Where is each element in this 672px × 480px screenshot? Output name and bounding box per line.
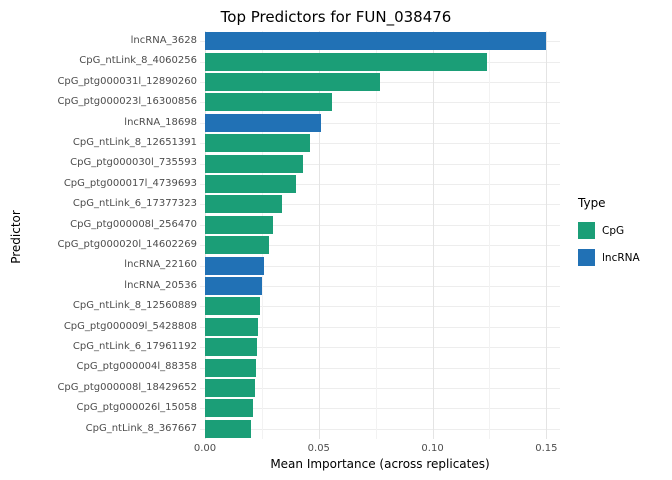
bar-cpg <box>205 379 256 397</box>
gridline-horizontal <box>200 326 560 328</box>
gridline-horizontal <box>200 428 560 430</box>
bar-cpg <box>205 338 258 357</box>
y-tick-label: CpG_ntLink_8_12651391 <box>72 137 197 148</box>
x-tick-label: 0.00 <box>193 443 217 454</box>
y-tick-label: CpG_ptg000004l_88358 <box>76 361 197 373</box>
bar-cpg <box>205 419 251 438</box>
gridline-horizontal <box>200 245 560 247</box>
y-axis-tick-labels: lncRNA_3628 CpG_ntLink_8_4060256 CpG_ptg00… <box>0 31 197 439</box>
x-tick-label: 0.10 <box>421 443 444 454</box>
legend-label: lncRNA <box>602 251 640 264</box>
gridline-major-vertical <box>205 31 206 439</box>
gridline-horizontal <box>200 224 560 226</box>
x-tick-label: 0.05 <box>307 443 330 454</box>
gridline-horizontal <box>200 408 560 410</box>
gridline-horizontal <box>200 184 560 185</box>
legend-title: Type <box>578 196 606 210</box>
gridline-horizontal <box>200 306 560 308</box>
gridline-horizontal <box>200 102 560 104</box>
gridline-major-vertical <box>546 31 548 439</box>
legend-item: lncRNA <box>578 249 670 266</box>
bar-cpg <box>205 154 303 173</box>
y-tick-label: CpG_ptg000017l_4739693 <box>63 177 197 189</box>
y-tick-label: lncRNA_18698 <box>124 116 197 128</box>
bar-lncrna <box>205 32 547 51</box>
x-tick-label: 0.15 <box>535 443 558 454</box>
bar-lncrna <box>205 277 262 295</box>
bar-cpg <box>205 317 259 336</box>
gridline-minor-vertical <box>489 31 491 439</box>
gridline-horizontal <box>200 122 560 124</box>
gridline-minor-vertical <box>375 31 377 439</box>
y-tick-label: CpG_ptg000023l_16300856 <box>57 96 197 108</box>
y-tick-label: CpG_ntLink_8_367667 <box>85 422 197 434</box>
x-axis-title: Mean Importance (across replicates) <box>270 457 490 471</box>
legend-swatch <box>578 249 595 266</box>
y-tick-label: CpG_ptg000030l_735593 <box>70 157 197 169</box>
y-tick-label: CpG_ptg000031l_12890260 <box>57 75 197 87</box>
bar-lncrna <box>205 256 265 275</box>
chart-title: Top Predictors for FUN_038476 <box>220 8 452 26</box>
plot-panel <box>200 31 560 439</box>
y-tick-label: CpG_ptg000026l_15058 <box>76 402 197 414</box>
y-tick-label: CpG_ptg000008l_18429652 <box>57 381 197 393</box>
gridline-major-vertical <box>432 31 434 439</box>
gridline-horizontal <box>200 265 560 267</box>
gridline-horizontal <box>200 204 560 206</box>
y-tick-label: CpG_ntLink_6_17961192 <box>72 341 197 352</box>
y-tick-label: CpG_ptg000009l_5428808 <box>63 320 197 332</box>
y-tick-label: CpG_ntLink_8_4060256 <box>79 55 197 67</box>
y-tick-label: CpG_ntLink_6_17377323 <box>72 198 197 210</box>
legend-swatch <box>578 222 595 239</box>
legend-item: CpG <box>578 222 670 239</box>
bar-cpg <box>205 134 310 153</box>
bar-cpg <box>205 236 269 255</box>
x-axis-tick-labels: 0.00 0.05 0.10 0.15 <box>0 443 672 457</box>
bar-cpg <box>205 195 283 214</box>
gridline-horizontal <box>200 163 560 165</box>
y-tick-label: CpG_ptg000020l_14602269 <box>57 239 197 250</box>
bar-cpg <box>205 399 253 418</box>
legend: Type CpG lncRNA <box>578 196 670 276</box>
y-tick-label: lncRNA_20536 <box>124 279 197 291</box>
gridline-horizontal <box>200 388 560 389</box>
y-tick-label: CpG_ptg000008l_256470 <box>70 218 197 230</box>
y-tick-label: lncRNA_3628 <box>130 35 197 46</box>
gridline-horizontal <box>200 347 560 349</box>
bar-cpg <box>205 73 381 91</box>
bar-cpg <box>205 358 257 377</box>
gridline-minor-vertical <box>261 31 263 439</box>
bar-lncrna <box>205 113 322 132</box>
y-tick-label: lncRNA_22160 <box>124 259 197 271</box>
gridline-horizontal <box>200 143 560 145</box>
bar-cpg <box>205 297 260 316</box>
gridline-horizontal <box>200 286 560 287</box>
bar-cpg <box>205 52 488 71</box>
legend-items: CpG lncRNA <box>578 222 670 266</box>
gridline-major-vertical <box>318 31 320 439</box>
gridline-horizontal <box>200 367 560 369</box>
bar-cpg <box>205 215 274 234</box>
bar-cpg <box>205 93 333 112</box>
y-tick-label: CpG_ntLink_8_12560889 <box>72 300 197 312</box>
bar-cpg <box>205 175 297 193</box>
legend-label: CpG <box>602 224 625 237</box>
